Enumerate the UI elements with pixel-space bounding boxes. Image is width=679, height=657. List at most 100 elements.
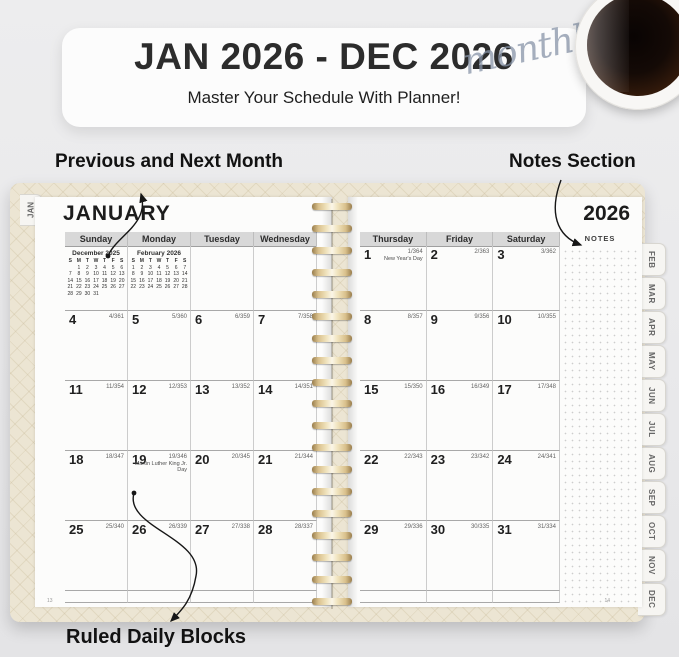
mini-day: 4 (157, 264, 161, 271)
partial-row-cell (128, 591, 191, 603)
mini-day: 6 (174, 264, 178, 271)
right-calendar-grid: 1 1/364 New Year's Day 2 2/363 3 3/362 8 8/357 9 9… (360, 246, 560, 603)
banner-title: JAN 2026 - DEC 2026 (134, 36, 514, 77)
partial-row-cell (191, 591, 254, 603)
date-number: 7 (258, 312, 266, 327)
mini-dow: S (131, 258, 135, 264)
mini-dow: S (120, 258, 124, 264)
spiral-coil (312, 444, 352, 452)
mini-dow: T (166, 258, 170, 264)
annotation-ruled-daily-blocks: Ruled Daily Blocks (66, 626, 247, 648)
mini-day: 19 (110, 277, 116, 284)
partial-row-cell (65, 591, 128, 603)
month-tab-aug: AUG (638, 447, 666, 480)
mini-day: 25 (156, 284, 162, 290)
mini-dow: F (111, 258, 115, 264)
date-number: 11 (69, 382, 83, 397)
mini-day: 20 (173, 277, 179, 284)
mini-day: 14 (181, 271, 188, 277)
spiral-coil (312, 510, 352, 518)
mini-day: 27 (173, 284, 179, 290)
day-cell-12: 12 12/353 (128, 381, 191, 451)
mini-calendar-title: February 2026 (136, 250, 182, 257)
mini-day: 7 (183, 264, 187, 271)
date-number: 17 (497, 382, 512, 397)
day-of-year: 28/337 (294, 524, 313, 530)
date-number: 15 (364, 382, 379, 397)
mini-day: 11 (101, 271, 108, 277)
spiral-coil (312, 312, 352, 320)
mini-dow: T (103, 258, 107, 264)
mini-day: 21 (181, 277, 188, 284)
day-of-year: 10/355 (537, 314, 556, 320)
day-of-year: 31/334 (537, 524, 556, 530)
month-tab-jun: JUN (638, 379, 666, 412)
date-number: 16 (430, 382, 446, 397)
mini-calendar-december-2025: December 2025 S M T W T F S 1 2 3 4 5 6 7 8 9 10 11 12 13 14 1… (66, 250, 126, 297)
right-day-headers: Thursday Friday Saturday (360, 232, 561, 247)
mini-day: 24 (147, 284, 154, 290)
spiral-coil (312, 597, 352, 605)
date-number: 31 (497, 522, 512, 537)
mini-day: 23 (84, 284, 91, 290)
mini-day: 14 (67, 277, 74, 284)
day-cell-21: 21 21/344 (254, 451, 317, 521)
mini-day: 2 (140, 264, 144, 271)
date-number: 5 (132, 312, 140, 327)
month-tab-feb: FEB (638, 243, 666, 276)
mini-day: 23 (139, 284, 145, 290)
date-number: 28 (258, 522, 273, 537)
notes-column: NOTES (560, 232, 640, 603)
month-tabs: FEB MAR APR MAY JUN JUL AUG SEP OCT NOV DEC (638, 243, 666, 616)
date-number: 30 (430, 522, 446, 537)
month-tab-jul: JUL (638, 413, 666, 446)
day-of-year: 26/339 (168, 524, 187, 530)
day-of-year: 9/356 (474, 314, 490, 320)
date-number: 1 (364, 247, 372, 262)
month-tab-sep: SEP (638, 481, 666, 514)
mini-day: 26 (110, 284, 116, 290)
day-of-year: 22/343 (404, 454, 423, 460)
spiral-coil (312, 290, 352, 298)
date-number: 9 (430, 312, 438, 327)
mini-day: 9 (86, 271, 89, 277)
day-cell-13: 13 13/352 (191, 381, 254, 451)
day-of-year: 17/348 (537, 384, 556, 390)
day-cell-17: 17 17/348 (493, 381, 560, 451)
partial-row-cell (426, 591, 494, 603)
day-of-year: 3/362 (540, 249, 556, 255)
mini-day: 30 (84, 290, 91, 297)
mini-calendar-days: 1 2 3 4 5 6 7 8 9 10 11 12 13 14 15 16 17 18 19 20 21 22 23 24 2… (129, 265, 189, 291)
mini-calendar-days: 1 2 3 4 5 6 7 8 9 10 11 12 13 14 15 16 17 18 19 20 21 22 23 24 2… (66, 265, 126, 298)
day-header-friday: Friday (427, 232, 494, 246)
spiral-coil (312, 554, 352, 561)
mini-day: 22 (76, 284, 82, 290)
day-cell-15: 15 15/350 (360, 381, 427, 451)
mini-day: 31 (93, 290, 99, 297)
mini-day: 16 (139, 277, 145, 284)
mini-day: 28 (67, 290, 74, 297)
mini-day: 22 (130, 284, 137, 290)
planner-left-page: JANUARY Sunday Monday Tuesday Wednesday Dec… (35, 197, 332, 607)
mini-day: 4 (103, 264, 106, 271)
holiday-label: Martin Luther King Jr. Day (134, 461, 187, 473)
spiral-coil (312, 488, 352, 496)
day-header-thursday: Thursday (360, 232, 427, 246)
mini-day: 18 (101, 277, 108, 284)
day-of-year: 23/342 (470, 454, 490, 460)
partial-row-cell (360, 591, 427, 603)
month-tab-mar: MAR (638, 277, 666, 310)
date-number: 23 (430, 452, 446, 467)
mini-day: 28 (181, 284, 188, 290)
planner-cover: JAN JANUARY Sunday Monday Tuesday Wednesday… (10, 183, 666, 622)
mini-day: 12 (110, 271, 116, 277)
month-title: JANUARY (63, 202, 171, 225)
spiral-coil (312, 246, 352, 254)
day-of-year: 14/351 (294, 384, 313, 390)
spiral-coil (312, 203, 352, 210)
mini-day: 11 (156, 271, 162, 277)
day-header-saturday: Saturday (493, 232, 561, 246)
day-of-year: 5/360 (171, 314, 187, 320)
mini-dow: M (76, 258, 81, 264)
